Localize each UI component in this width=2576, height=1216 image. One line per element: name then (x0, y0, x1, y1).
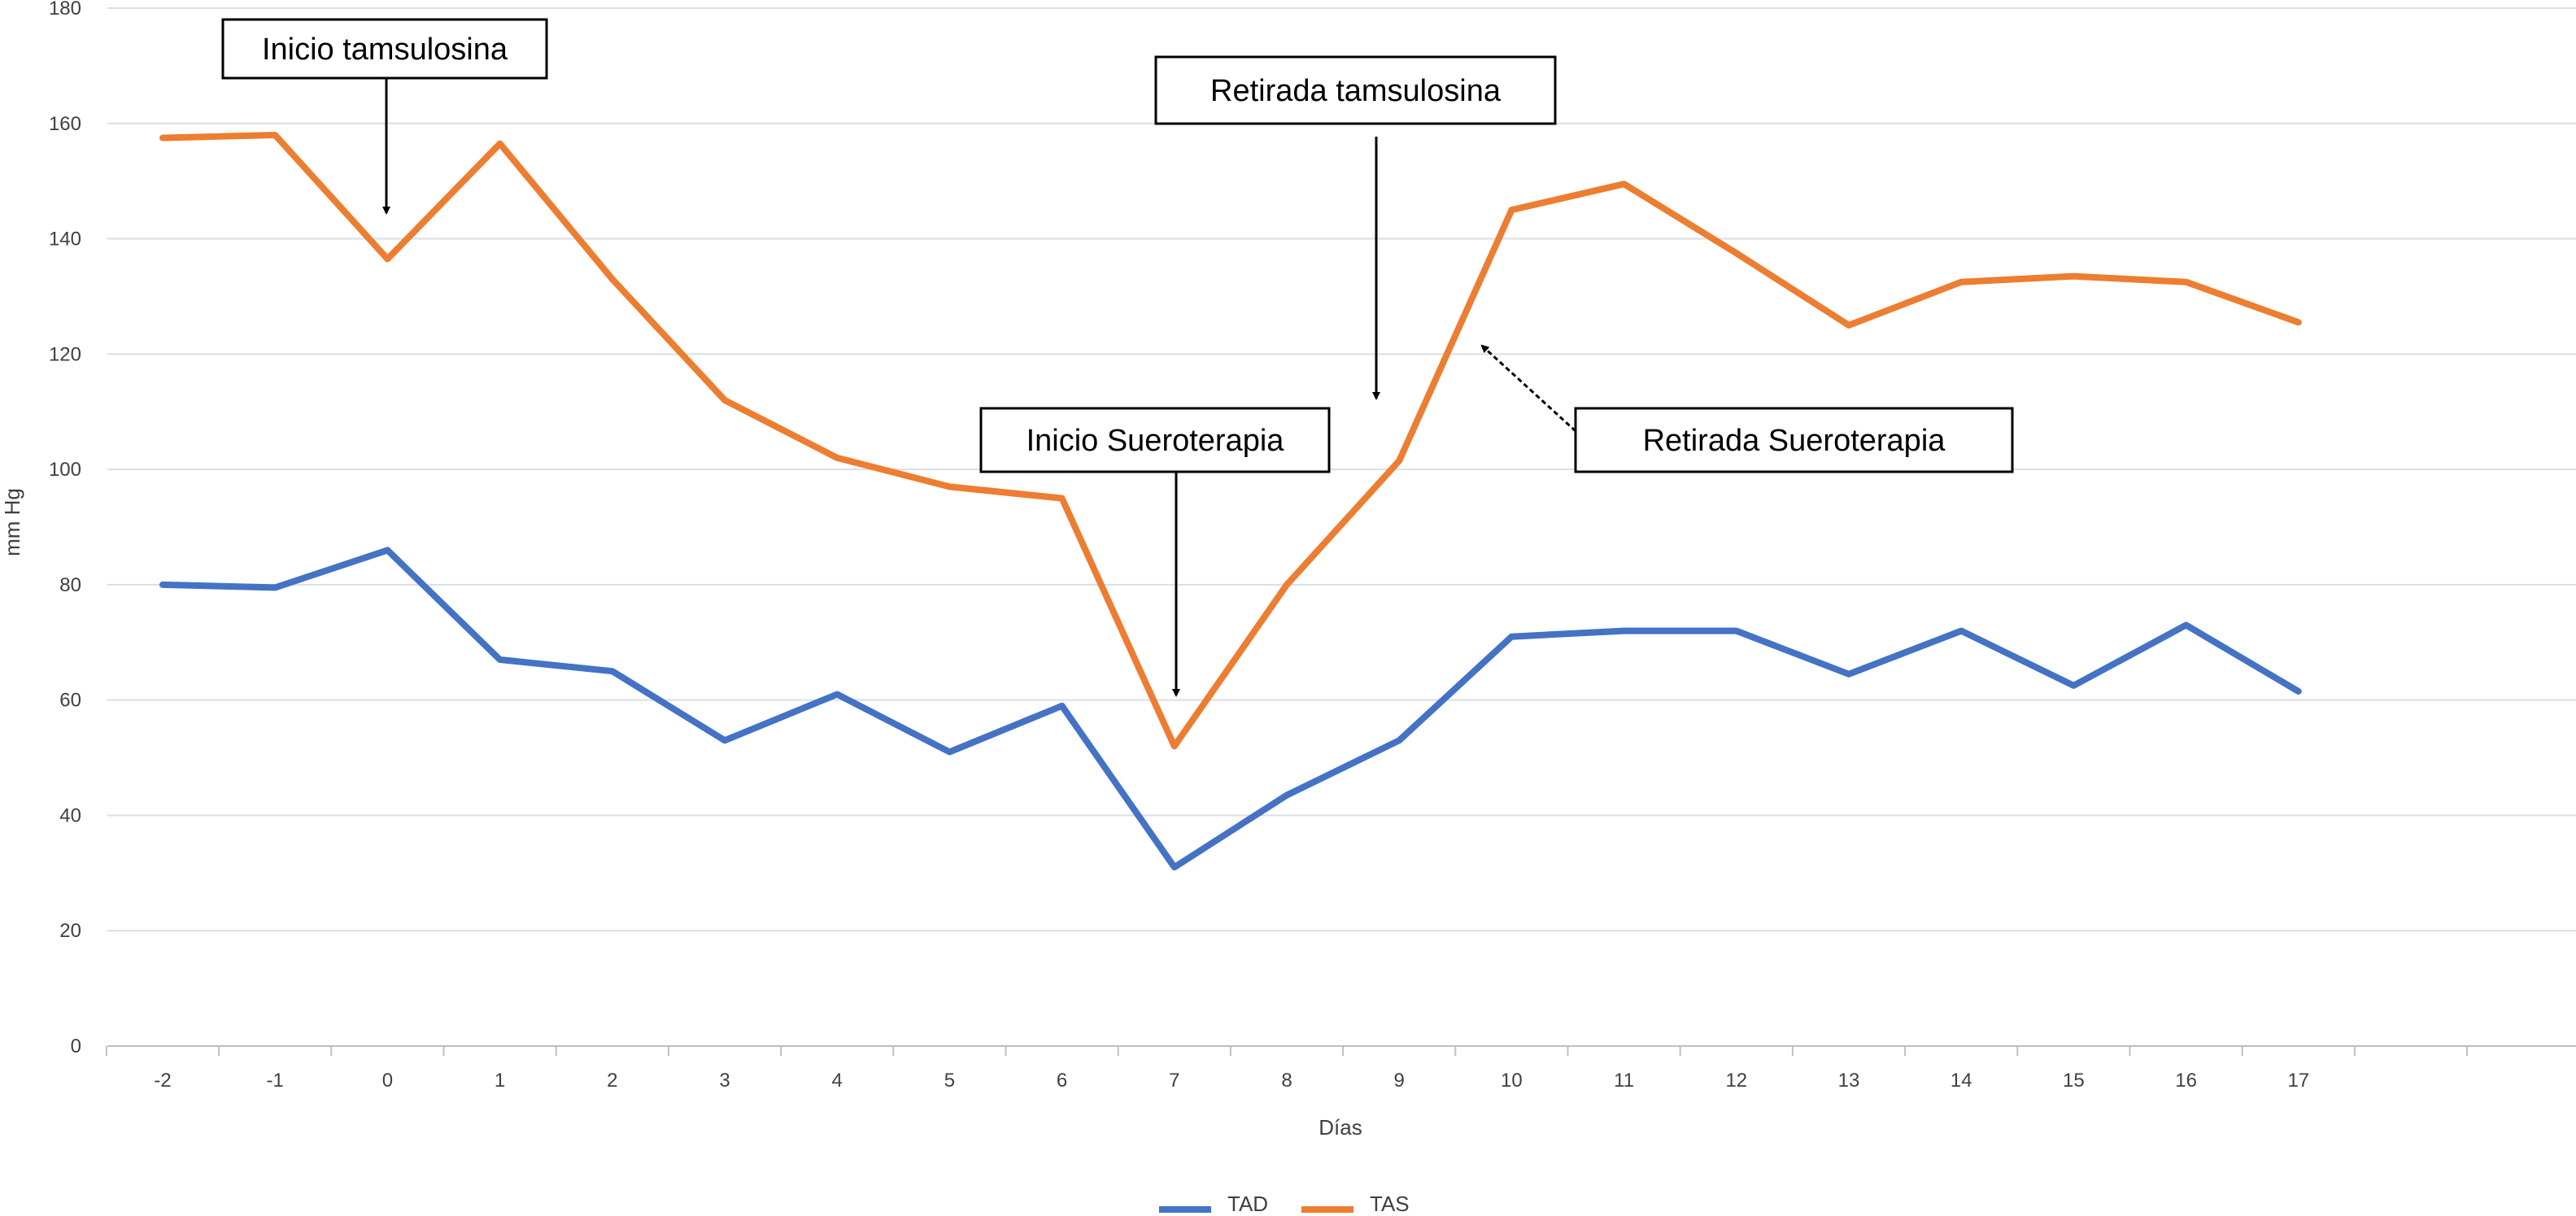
series-line-tad (159, 547, 2302, 871)
annotation-arrow (1480, 344, 1577, 433)
y-tick-label: 180 (49, 0, 81, 20)
annotation-label: Inicio tamsulosina (262, 33, 508, 67)
x-tick-label: 12 (1725, 1070, 1747, 1092)
legend-label-tas: TAS (1370, 1192, 1410, 1216)
y-tick-label: 120 (49, 343, 81, 365)
x-tick-label: 17 (2287, 1070, 2309, 1092)
x-tick-label: 3 (719, 1070, 730, 1092)
y-tick-label: 160 (49, 113, 81, 135)
x-tick-label: 2 (607, 1070, 617, 1092)
legend: TAD TAS (1159, 1192, 1410, 1216)
x-tick-label: 4 (832, 1070, 843, 1092)
x-tick-labels: -2 -1 0 1 2 3 4 5 6 7 8 9 10 11 12 13 14 15 16 17 (154, 1070, 2309, 1092)
y-tick-label: 0 (71, 1035, 81, 1057)
annotation-label: Retirada tamsulosina (1210, 74, 1502, 108)
annotation-box (221, 18, 548, 80)
x-tick-label: 16 (2175, 1070, 2197, 1092)
y-tick-label: 100 (49, 459, 81, 481)
x-tick-label: 5 (944, 1070, 955, 1092)
y-axis-title: mm Hg (0, 488, 24, 556)
y-tick-label: 140 (49, 229, 81, 251)
x-tick-label: -1 (267, 1070, 284, 1092)
data-series (159, 132, 2302, 871)
x-tick-label: 9 (1394, 1070, 1405, 1092)
x-tick-label: 8 (1281, 1070, 1292, 1092)
x-tick-label: 1 (495, 1070, 505, 1092)
y-tick-label: 60 (59, 690, 81, 712)
y-tick-label: 40 (59, 804, 81, 826)
y-tick-label: 80 (59, 574, 81, 596)
x-axis-title: Días (1319, 1115, 1362, 1140)
annotation-box (1574, 407, 2014, 473)
x-tick-label: 14 (1951, 1070, 1972, 1092)
y-tick-labels: 0 20 40 60 80 100 120 140 160 180 (49, 0, 81, 1057)
x-tick-label: 0 (382, 1070, 393, 1092)
annotation-label: Inicio Sueroterapia (1026, 424, 1285, 458)
annotation-box (1154, 55, 1557, 125)
x-tick-label: 10 (1501, 1070, 1523, 1092)
annotations: Inicio tamsulosina Retirada tamsulosina In… (221, 18, 2014, 697)
annotation-label: Retirada Sueroterapia (1643, 424, 1946, 458)
y-tick-label: 20 (59, 920, 81, 942)
x-tick-label: 6 (1057, 1070, 1067, 1092)
x-tick-label: 11 (1614, 1070, 1634, 1092)
x-tick-label: 13 (1838, 1070, 1860, 1092)
legend-label-tad: TAD (1227, 1192, 1268, 1216)
x-tick-label: -2 (154, 1070, 171, 1092)
x-tick-label: 7 (1169, 1070, 1179, 1092)
annotation-box (979, 407, 1331, 473)
series-line-tas (159, 132, 2302, 750)
x-tick-label: 15 (2063, 1070, 2085, 1092)
